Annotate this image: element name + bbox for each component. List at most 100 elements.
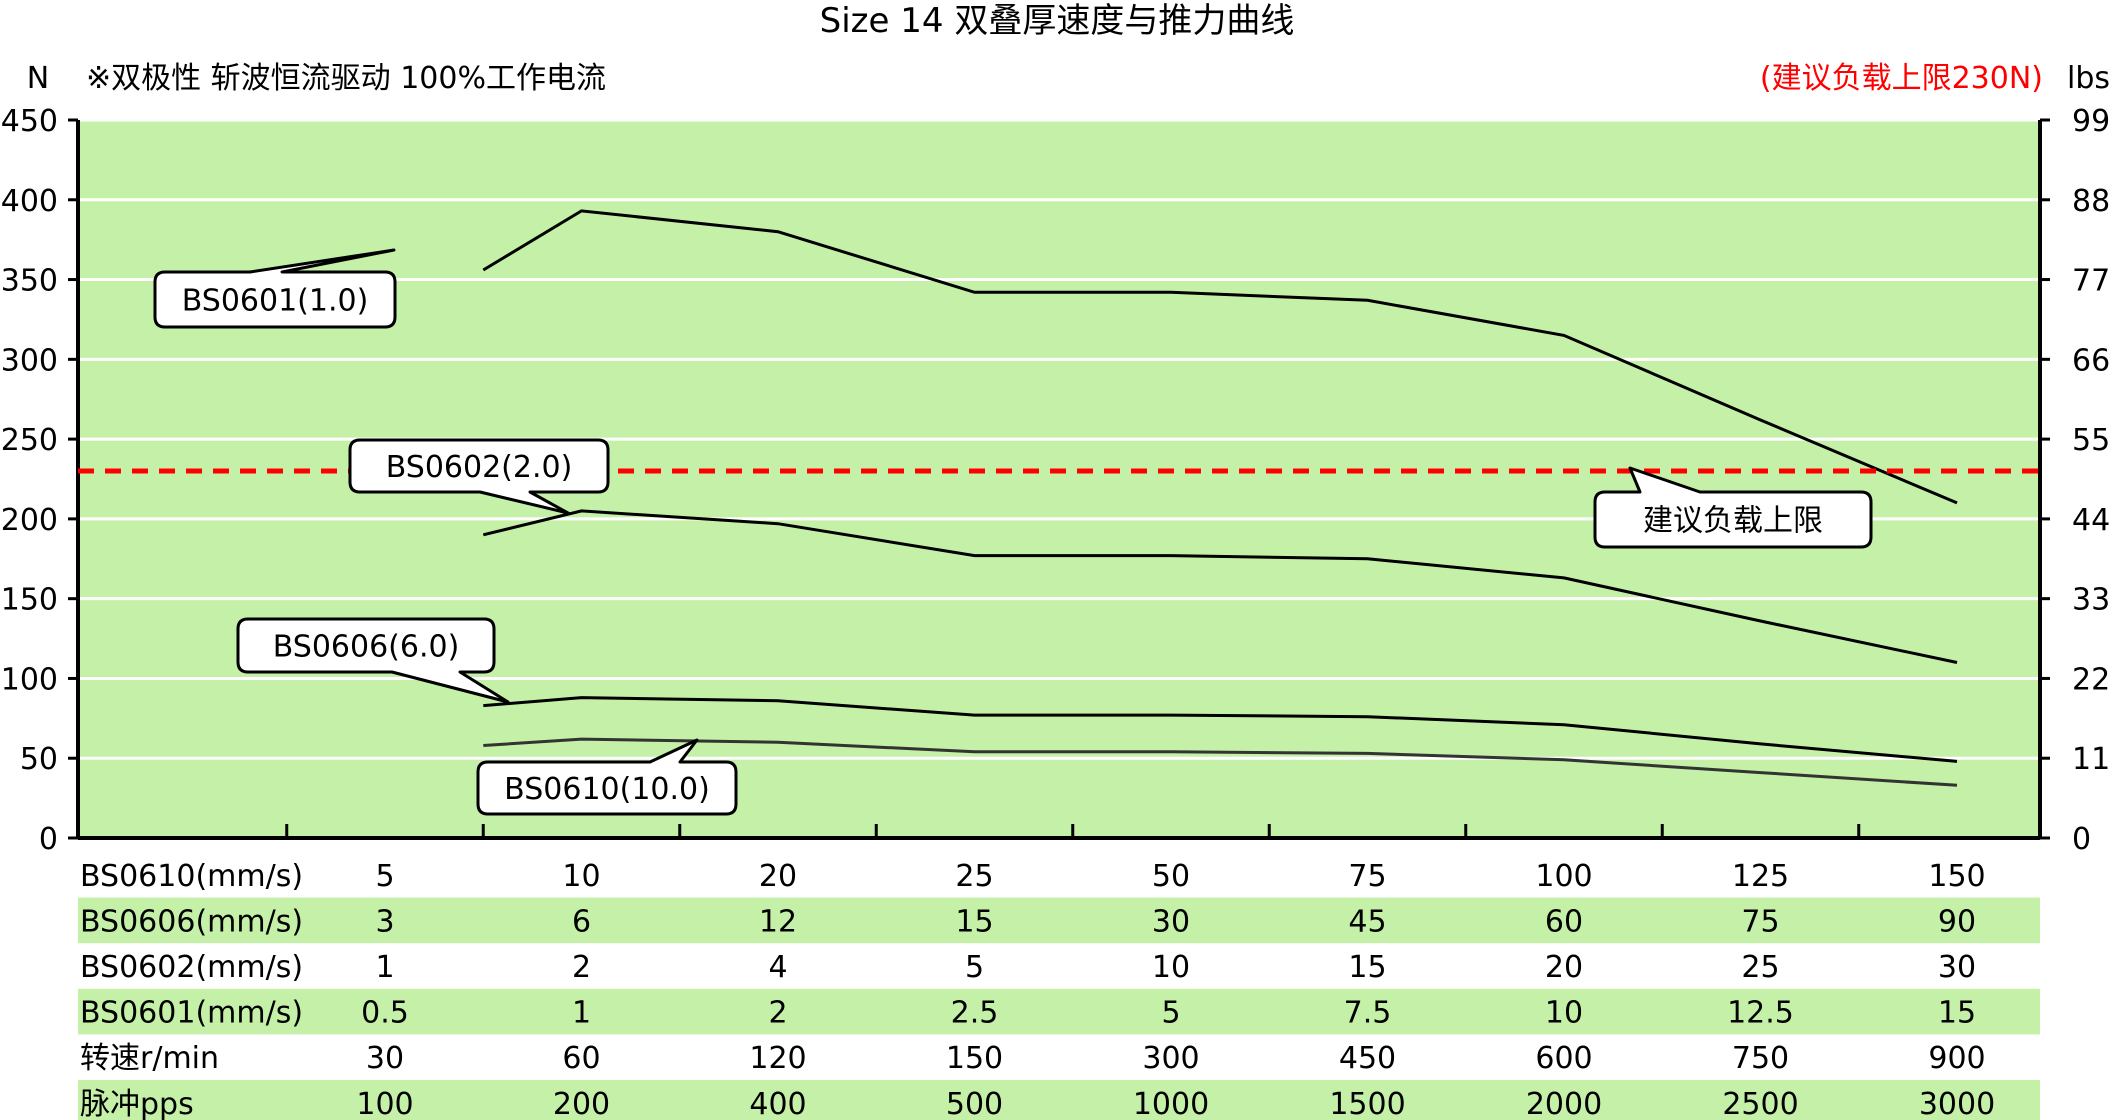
table-cell: 75 — [1741, 904, 1779, 939]
table-cell: 1000 — [1133, 1087, 1209, 1120]
table-cell: 12.5 — [1727, 996, 1794, 1031]
table-cell: 400 — [749, 1087, 806, 1120]
series-line-3 — [483, 696, 1958, 763]
table-cell: 3000 — [1919, 1087, 1995, 1120]
right-axis-unit: lbs — [2067, 61, 2110, 96]
table-row-band — [78, 988, 2040, 1035]
chart-subtitle: ※双极性 斩波恒流驱动 100%工作电流 — [86, 61, 606, 96]
table-cell: 30 — [1938, 950, 1976, 985]
table-cell: 25 — [1741, 950, 1779, 985]
callout-load-limit: 建议负载上限 — [1593, 466, 1873, 549]
table-cell: 125 — [1732, 859, 1789, 894]
series-line-1 — [482, 209, 1958, 505]
table-row-label: BS0602(mm/s) — [80, 950, 303, 985]
table-cell: 2000 — [1526, 1087, 1602, 1120]
table-row-band — [78, 897, 2040, 944]
table-cell: 900 — [1928, 1041, 1985, 1076]
table-cell: 2.5 — [951, 996, 999, 1031]
y2-tick-label: 0 — [2072, 822, 2091, 857]
y-tick-label: 400 — [1, 184, 58, 219]
y2-tick-label: 33 — [2072, 583, 2110, 618]
y2-tick-label: 77 — [2072, 264, 2110, 299]
table-cell: 10 — [1545, 996, 1583, 1031]
table-cell: 2 — [572, 950, 591, 985]
chart-title: Size 14 双叠厚速度与推力曲线 — [820, 1, 1295, 41]
callout-bs0602: BS0602(2.0) — [348, 438, 610, 515]
table-cell: 3 — [375, 904, 394, 939]
y2-tick-label: 99 — [2072, 104, 2110, 139]
callout-bs0606: BS0606(6.0) — [236, 617, 510, 704]
table-cell: 45 — [1348, 904, 1386, 939]
table-cell: 60 — [562, 1041, 600, 1076]
table-row-label: BS0601(mm/s) — [80, 996, 303, 1031]
load-limit-note: (建议负载上限230N) — [1760, 61, 2043, 96]
callout-bs0610: BS0610(10.0) — [476, 738, 738, 816]
callout-box — [348, 438, 610, 515]
y2-tick-label: 22 — [2072, 662, 2110, 697]
table-cell: 2 — [768, 996, 787, 1031]
callout-box — [153, 248, 397, 329]
table-cell: 0.5 — [361, 996, 409, 1031]
table-cell: 1500 — [1329, 1087, 1405, 1120]
table-cell: 450 — [1339, 1041, 1396, 1076]
table-cell: 300 — [1142, 1041, 1199, 1076]
table-cell: 750 — [1732, 1041, 1789, 1076]
table-cell: 1 — [572, 996, 591, 1031]
y2-tick-label: 66 — [2072, 343, 2110, 378]
table-cell: 10 — [562, 859, 600, 894]
y-tick-label: 200 — [1, 503, 58, 538]
table-row-band — [78, 1080, 2040, 1120]
table-cell: 15 — [1348, 950, 1386, 985]
table-cell: 60 — [1545, 904, 1583, 939]
table-row-label: BS0610(mm/s) — [80, 859, 303, 894]
y2-tick-label: 11 — [2072, 742, 2110, 777]
table-cell: 150 — [1928, 859, 1985, 894]
table-cell: 25 — [955, 859, 993, 894]
table-cell: 1 — [375, 950, 394, 985]
y2-tick-label: 44 — [2072, 503, 2110, 538]
y-tick-label: 0 — [39, 822, 58, 857]
table-cell: 5 — [375, 859, 394, 894]
y-tick-label: 450 — [1, 104, 58, 139]
table-cell: 6 — [572, 904, 591, 939]
table-cell: 30 — [366, 1041, 404, 1076]
table-row-label: 脉冲pps — [80, 1087, 194, 1120]
callout-box — [1593, 466, 1873, 549]
y-tick-label: 350 — [1, 264, 58, 299]
left-axis-unit: N — [27, 61, 49, 96]
callout-box — [236, 617, 510, 704]
table-cell: 7.5 — [1344, 996, 1392, 1031]
callout-bs0601: BS0601(1.0) — [153, 248, 397, 329]
table-cell: 20 — [759, 859, 797, 894]
table-cell: 100 — [356, 1087, 413, 1120]
y-tick-label: 50 — [20, 742, 58, 777]
callout-label: BS0601(1.0) — [182, 284, 369, 319]
y2-tick-label: 55 — [2072, 423, 2110, 458]
table-cell: 500 — [946, 1087, 1003, 1120]
table-cell: 15 — [1938, 996, 1976, 1031]
table-cell: 10 — [1152, 950, 1190, 985]
y-tick-label: 150 — [1, 583, 58, 618]
table-cell: 200 — [553, 1087, 610, 1120]
series-line-2 — [482, 509, 1958, 664]
table-cell: 30 — [1152, 904, 1190, 939]
callout-label: 建议负载上限 — [1643, 504, 1823, 539]
table-row-label: BS0606(mm/s) — [80, 904, 303, 939]
table-row-label: 转速r/min — [80, 1041, 219, 1076]
table-cell: 4 — [768, 950, 787, 985]
callout-label: BS0606(6.0) — [273, 630, 460, 665]
table-cell: 90 — [1938, 904, 1976, 939]
table-cell: 120 — [749, 1041, 806, 1076]
table-cell: 75 — [1348, 859, 1386, 894]
table-cell: 20 — [1545, 950, 1583, 985]
callout-box — [476, 738, 738, 816]
table-cell: 5 — [965, 950, 984, 985]
table-cell: 2500 — [1722, 1087, 1798, 1120]
table-cell: 12 — [759, 904, 797, 939]
series-line-4 — [483, 737, 1958, 787]
table-cell: 150 — [946, 1041, 1003, 1076]
y-tick-label: 300 — [1, 343, 58, 378]
callout-label: BS0610(10.0) — [504, 772, 710, 807]
table-cell: 5 — [1161, 996, 1180, 1031]
